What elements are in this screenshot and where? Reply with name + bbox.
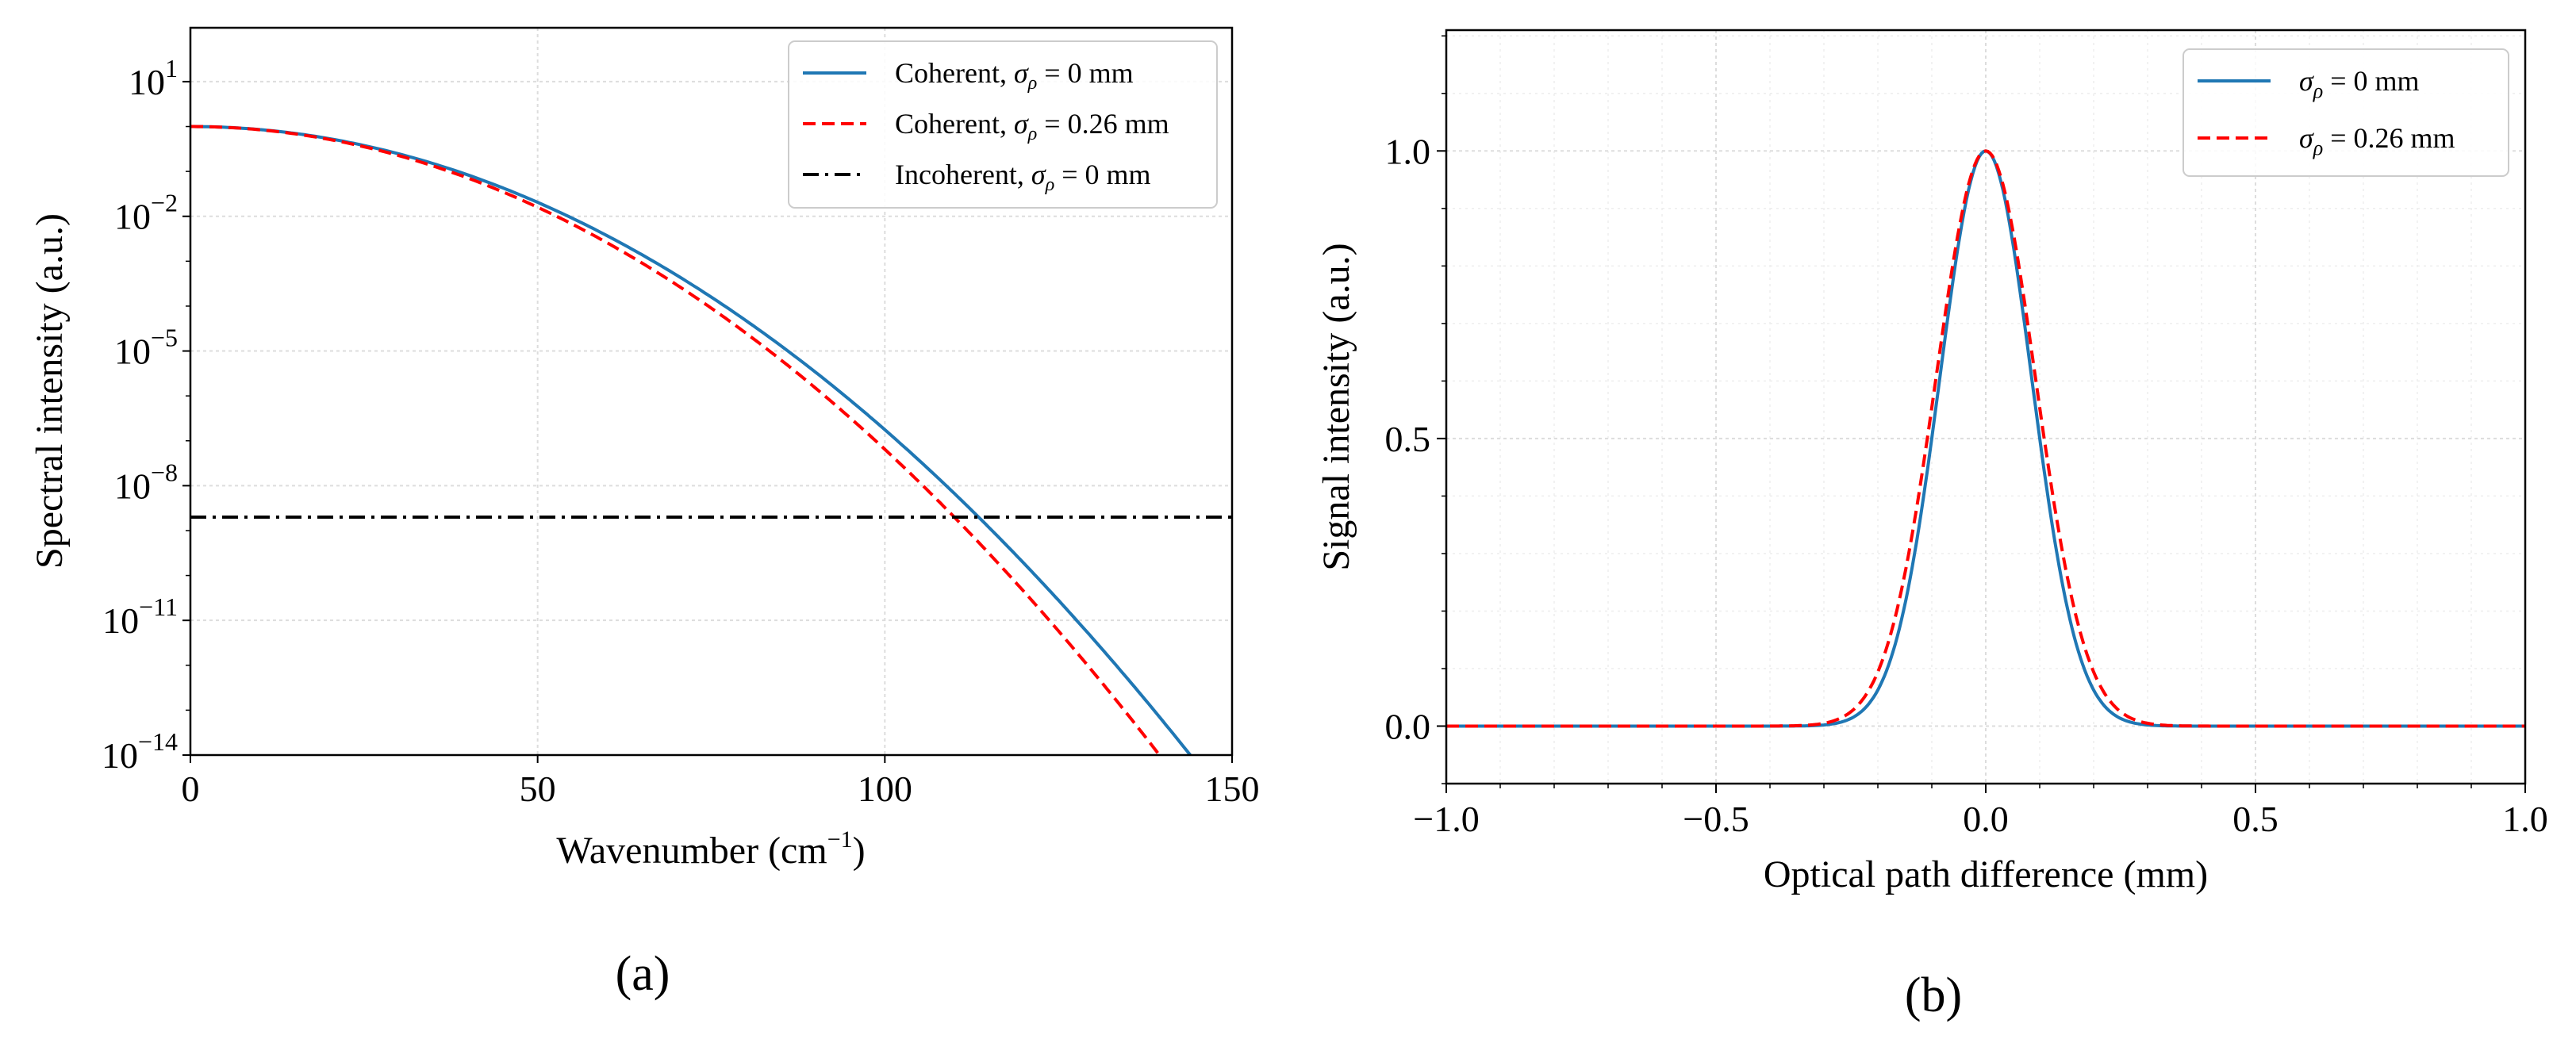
panel-a-x-tick-label: 150 <box>1205 769 1260 809</box>
panel-b-x-tick-label: 0.5 <box>2232 799 2278 839</box>
panel-a-y-tick-label: 101 <box>129 54 178 102</box>
legend-a-label-incoherent: Incoherent, σρ = 0 mm <box>895 159 1151 195</box>
legend-b-label-sigma-026: σρ = 0.26 mm <box>2299 122 2455 159</box>
panel-b-x-tick-label: 0.0 <box>1963 799 2009 839</box>
panel-a-series-0 <box>190 125 1192 755</box>
panel-a-x-tick-label: 100 <box>858 769 912 809</box>
panel-b-y-tick-label: 1.0 <box>1385 131 1431 171</box>
panel-a-y-tick-label: 10−5 <box>114 324 178 372</box>
panel-b-y-tick-label: 0.0 <box>1385 706 1431 746</box>
panel-b-x-axis-label: Optical path difference (mm) <box>1764 853 2208 895</box>
legend-b-label-sigma-0: σρ = 0 mm <box>2299 65 2420 102</box>
panel-a-x-tick-label: 50 <box>520 769 556 809</box>
panel-a-y-axis-label: Spectral intensity (a.u.) <box>29 213 71 569</box>
panel-a-axes-frame <box>189 26 1234 757</box>
panel-a-series-lines <box>190 125 1232 755</box>
panel-b-y-ticks: 0.0 0.5 1.0 <box>1385 35 1446 784</box>
panel-a-y-tick-label: 10−2 <box>114 189 178 237</box>
panel-a-y-tick-label: 10−14 <box>102 727 178 776</box>
panel-b-y-axis-label: Signal intensity (a.u.) <box>1315 243 1357 570</box>
legend-a-label-coherent-026: Coherent, σρ = 0.26 mm <box>895 108 1169 144</box>
panel-b-legend: σρ = 0 mm σρ = 0.26 mm <box>2182 48 2509 177</box>
panel-a-series <box>190 125 1232 755</box>
panel-b-x-tick-label: 1.0 <box>2502 799 2548 839</box>
panel-b-series <box>1446 149 2525 728</box>
panel-a-y-ticks: 10−14 10−11 10−8 10−5 10−2 101 <box>102 54 190 776</box>
panel-b-series-1 <box>1446 149 2525 728</box>
panel-a-caption: (a) <box>616 947 670 1001</box>
panel-a-series-1 <box>190 125 1161 755</box>
panel-b-signal-plot: −1.0 −0.5 0.0 0.5 1.0 0.0 0.5 1.0 Optical path… <box>1315 29 2548 1022</box>
panel-b-x-tick-label: −1.0 <box>1413 799 1479 839</box>
panel-a-y-tick-label: 10−11 <box>102 592 178 641</box>
panel-a-x-tick-label: 0 <box>182 769 200 809</box>
panel-a-legend-box <box>788 40 1218 209</box>
panel-b-y-tick-label: 0.5 <box>1385 419 1431 459</box>
panel-b-caption: (b) <box>1905 968 1962 1022</box>
panel-b-x-tick-label: −0.5 <box>1683 799 1749 839</box>
panel-b-x-ticks: −1.0 −0.5 0.0 0.5 1.0 <box>1413 784 2548 839</box>
panel-a-x-ticks: 0 50 100 150 <box>182 755 1260 809</box>
panel-a-x-axis-label: Wavenumber (cm−1) <box>556 826 865 872</box>
panel-a-y-tick-label: 10−8 <box>114 458 178 506</box>
legend-a-label-coherent-0: Coherent, σρ = 0 mm <box>895 57 1134 94</box>
panel-a-legend: Coherent, σρ = 0 mm Coherent, σρ = 0.26 … <box>788 40 1218 209</box>
panel-a-spectral-plot: 0 50 100 150 10−14 10−11 10−8 10−5 10−2 101 Wave… <box>29 26 1260 1001</box>
